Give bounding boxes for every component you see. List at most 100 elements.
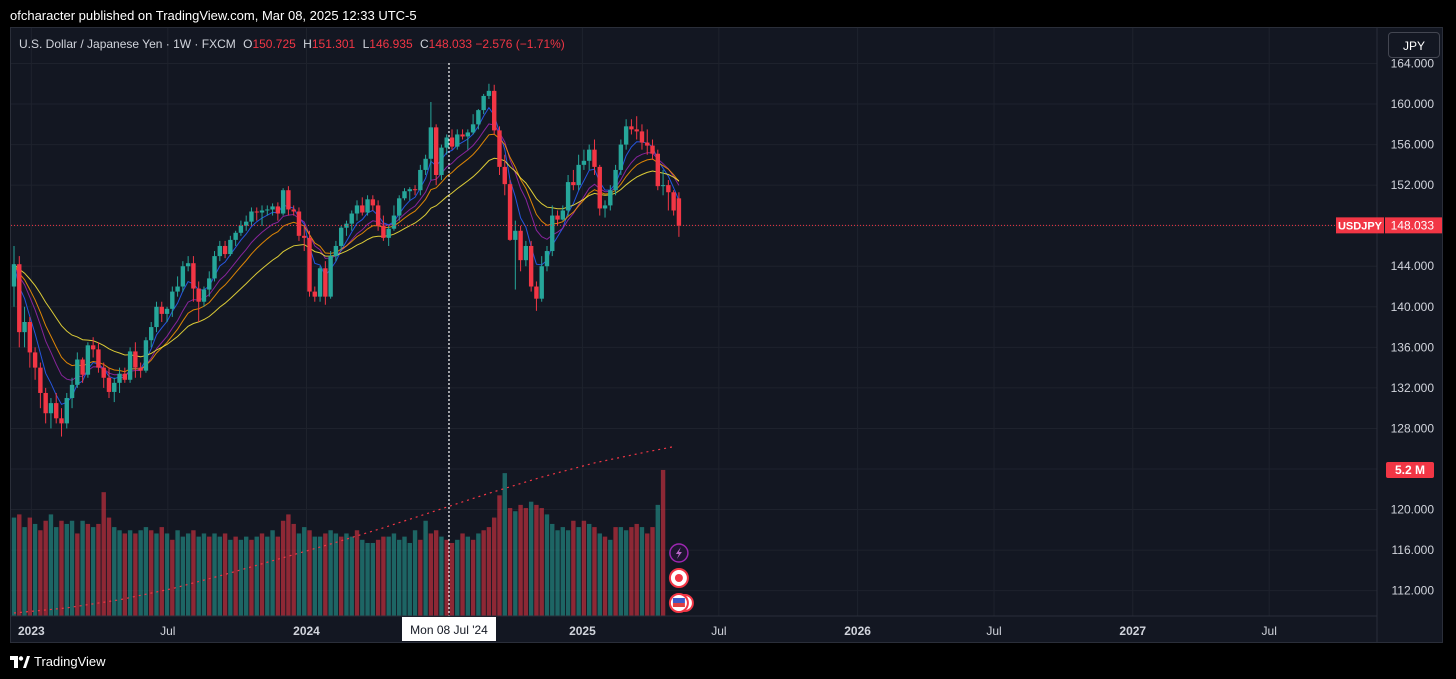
candle[interactable] xyxy=(201,286,207,307)
candle[interactable] xyxy=(265,205,270,216)
candle[interactable] xyxy=(149,322,154,348)
candle[interactable] xyxy=(344,220,349,236)
candle[interactable] xyxy=(17,256,22,348)
candle[interactable] xyxy=(391,205,397,231)
candle[interactable] xyxy=(286,186,291,216)
candle[interactable] xyxy=(586,144,592,170)
candle[interactable] xyxy=(254,207,259,221)
candle[interactable] xyxy=(597,164,602,216)
chart-canvas[interactable]: 2023 Jul 2024 2025 Jul 2026 Jul 2027 Jul 164.000 1… xyxy=(11,28,1443,643)
candle[interactable] xyxy=(154,301,159,333)
chart-panel[interactable]: 2023 Jul 2024 2025 Jul 2026 Jul 2027 Jul 164.000 1… xyxy=(10,27,1443,643)
candle[interactable] xyxy=(159,301,164,322)
candle[interactable] xyxy=(613,164,618,196)
candle[interactable] xyxy=(539,256,544,302)
candle[interactable] xyxy=(38,362,43,409)
footer-brand[interactable]: TradingView xyxy=(10,654,106,669)
candle[interactable] xyxy=(655,149,660,191)
candle[interactable] xyxy=(296,207,302,241)
candle[interactable] xyxy=(618,139,624,175)
candle[interactable] xyxy=(328,251,333,299)
candle[interactable] xyxy=(375,200,381,231)
candle[interactable] xyxy=(444,134,449,155)
candle[interactable] xyxy=(317,266,323,302)
candle[interactable] xyxy=(307,230,312,297)
candle[interactable] xyxy=(259,205,265,226)
candle[interactable] xyxy=(518,225,523,272)
candle[interactable] xyxy=(470,114,476,135)
candle[interactable] xyxy=(544,245,550,272)
candle[interactable] xyxy=(54,392,59,424)
candle[interactable] xyxy=(428,102,434,181)
candle[interactable] xyxy=(486,83,492,99)
candle[interactable] xyxy=(576,154,581,191)
candle[interactable] xyxy=(386,225,391,246)
candle[interactable] xyxy=(22,306,27,348)
candle[interactable] xyxy=(275,202,281,221)
candle[interactable] xyxy=(59,408,64,437)
candle[interactable] xyxy=(238,220,244,236)
candle[interactable] xyxy=(571,169,576,191)
candle[interactable] xyxy=(460,129,465,140)
candle[interactable] xyxy=(323,261,328,305)
candle[interactable] xyxy=(175,276,180,297)
candle[interactable] xyxy=(270,203,275,216)
candle[interactable] xyxy=(43,387,48,424)
candle[interactable] xyxy=(381,215,386,241)
candle[interactable] xyxy=(650,139,655,160)
candle[interactable] xyxy=(291,205,296,216)
candle[interactable] xyxy=(222,240,228,259)
candle[interactable] xyxy=(48,398,54,429)
candle[interactable] xyxy=(565,175,571,216)
candle[interactable] xyxy=(312,286,317,302)
candle[interactable] xyxy=(101,362,106,388)
candle[interactable] xyxy=(32,347,38,380)
candle[interactable] xyxy=(592,139,597,175)
candle[interactable] xyxy=(196,281,201,322)
candle[interactable] xyxy=(465,129,471,150)
candle[interactable] xyxy=(676,192,682,237)
candle[interactable] xyxy=(212,251,217,282)
candle[interactable] xyxy=(106,367,112,399)
candle[interactable] xyxy=(127,347,133,383)
candle[interactable] xyxy=(122,367,128,383)
candle[interactable] xyxy=(629,119,634,135)
candle[interactable] xyxy=(507,180,513,241)
candle[interactable] xyxy=(228,235,233,257)
candle[interactable] xyxy=(513,220,518,290)
legend-symbol[interactable]: U.S. Dollar / Japanese Yen · 1W · FXCM xyxy=(19,37,236,51)
candle[interactable] xyxy=(217,240,223,262)
candle[interactable] xyxy=(523,240,529,267)
candle[interactable] xyxy=(80,357,85,383)
candle[interactable] xyxy=(354,200,360,221)
candle[interactable] xyxy=(180,261,186,292)
candle[interactable] xyxy=(96,342,101,373)
candle[interactable] xyxy=(534,281,539,311)
candle[interactable] xyxy=(455,129,460,150)
candle[interactable] xyxy=(502,154,507,196)
candle[interactable] xyxy=(85,342,91,378)
candle[interactable] xyxy=(560,205,566,221)
candle[interactable] xyxy=(249,207,254,226)
candle[interactable] xyxy=(191,256,196,302)
candle[interactable] xyxy=(90,337,96,358)
candle[interactable] xyxy=(418,164,423,196)
candle[interactable] xyxy=(338,225,344,252)
candle[interactable] xyxy=(412,185,418,196)
candle[interactable] xyxy=(27,316,33,368)
candle[interactable] xyxy=(497,126,502,175)
candle[interactable] xyxy=(492,84,497,135)
candle[interactable] xyxy=(555,210,560,226)
candle[interactable] xyxy=(143,337,149,373)
candle[interactable] xyxy=(349,210,354,231)
candle[interactable] xyxy=(407,187,412,201)
candle[interactable] xyxy=(112,377,117,403)
candle[interactable] xyxy=(333,240,339,262)
candle[interactable] xyxy=(170,286,175,317)
candle[interactable] xyxy=(207,271,212,297)
candle[interactable] xyxy=(550,205,555,257)
candle[interactable] xyxy=(660,169,666,196)
candle[interactable] xyxy=(302,225,307,252)
candle[interactable] xyxy=(528,240,534,292)
candle[interactable] xyxy=(280,188,286,216)
